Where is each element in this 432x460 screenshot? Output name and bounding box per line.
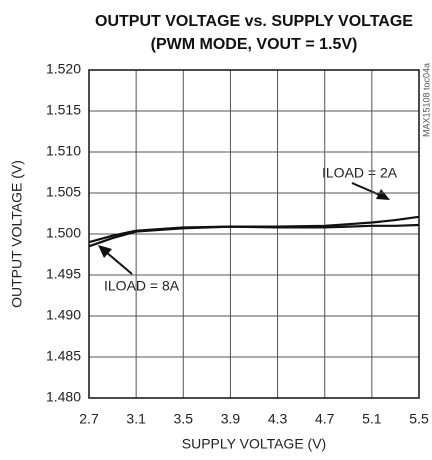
arrow-line <box>105 251 133 275</box>
y-tick-label: 1.495 <box>46 266 81 282</box>
y-axis-label: OUTPUT VOLTAGE (V) <box>9 160 25 308</box>
y-tick-label: 1.510 <box>46 143 81 159</box>
series-label: ILOAD = 8A <box>104 278 180 294</box>
x-tick-label: 5.1 <box>362 411 382 427</box>
annotation-arrows <box>98 182 390 275</box>
arrow-line <box>351 182 383 197</box>
x-tick-label: 3.9 <box>221 411 241 427</box>
side-note: MAX15108 toc04a <box>421 63 431 137</box>
arrow-head <box>376 189 390 200</box>
y-tick-label: 1.520 <box>46 61 81 77</box>
chart-title: OUTPUT VOLTAGE vs. SUPPLY VOLTAGE <box>95 13 413 30</box>
x-tick-label: 4.7 <box>315 411 335 427</box>
y-tick-label: 1.490 <box>46 307 81 323</box>
series-line <box>88 223 420 248</box>
series-label: ILOAD = 2A <box>322 165 398 181</box>
plot-frame <box>88 69 420 399</box>
series-line <box>88 215 420 244</box>
y-tick-label: 1.505 <box>46 184 81 200</box>
y-tick-label: 1.515 <box>46 102 81 118</box>
y-tick-label: 1.500 <box>46 225 81 241</box>
x-tick-label: 5.5 <box>409 411 429 427</box>
y-tick-label: 1.480 <box>46 389 81 405</box>
chart-subtitle: (PWM MODE, VOUT = 1.5V) <box>151 36 358 53</box>
x-tick-label: 3.1 <box>126 411 146 427</box>
y-tick-label: 1.485 <box>46 348 81 364</box>
x-axis-label: SUPPLY VOLTAGE (V) <box>182 436 326 452</box>
x-tick-label: 2.7 <box>79 411 99 427</box>
arrow-head <box>98 245 112 258</box>
x-tick-label: 4.3 <box>268 411 288 427</box>
x-tick-label: 3.5 <box>174 411 194 427</box>
